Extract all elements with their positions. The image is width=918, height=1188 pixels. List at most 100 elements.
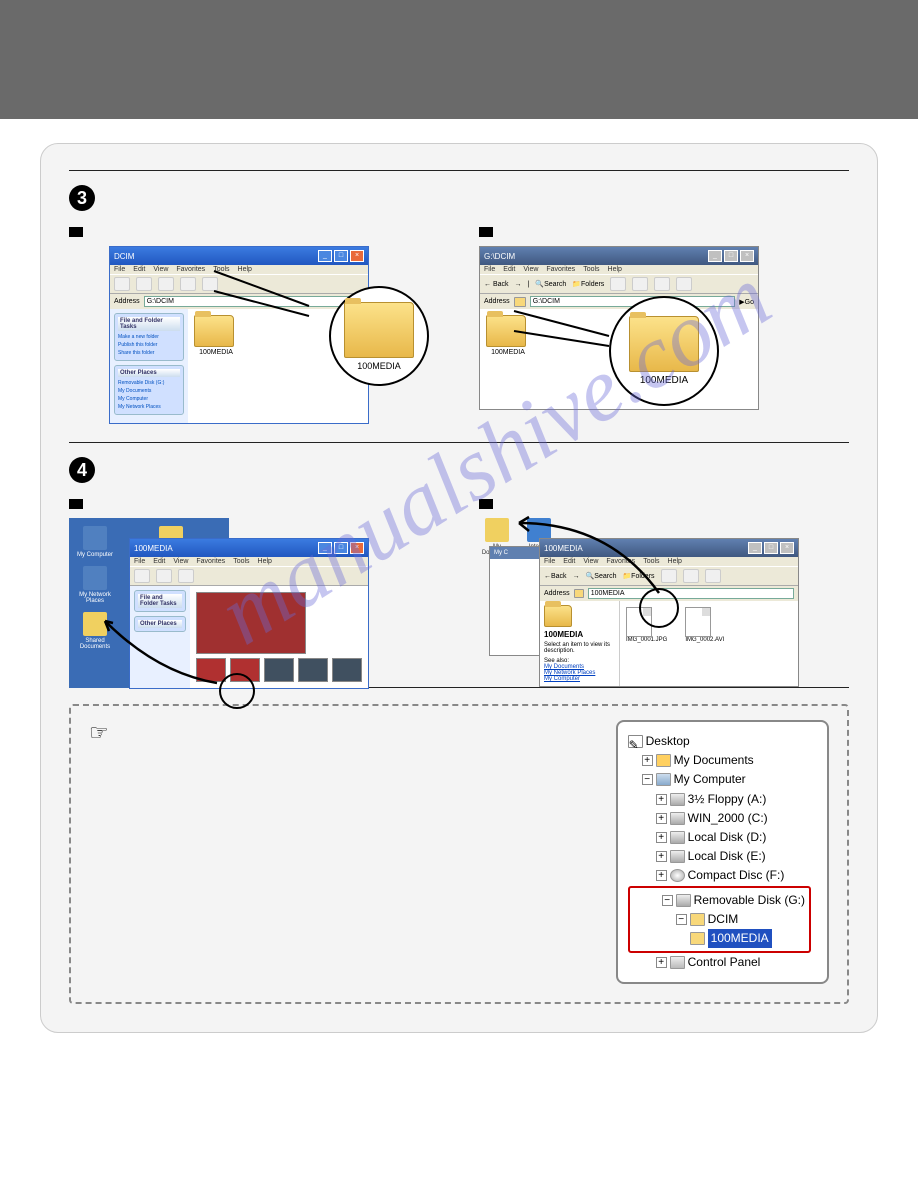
menu-view[interactable]: View xyxy=(153,266,168,273)
tree-mydocs[interactable]: +My Documents xyxy=(628,751,811,770)
tree-ddrive[interactable]: +Local Disk (D:) xyxy=(628,828,811,847)
expand-icon[interactable]: + xyxy=(656,957,667,968)
minimize-button[interactable]: _ xyxy=(318,542,332,554)
minimize-button[interactable]: _ xyxy=(318,250,332,262)
folders-button[interactable]: 📁Folders xyxy=(572,280,604,288)
bullet-marker xyxy=(69,499,83,509)
floppy-icon xyxy=(670,793,685,806)
step-4: 4 My Computer My Network Places Shared D… xyxy=(69,457,849,669)
thumbnail[interactable] xyxy=(332,658,362,682)
maximize-button[interactable]: □ xyxy=(334,542,348,554)
bullet-marker xyxy=(479,227,493,237)
drive-icon xyxy=(670,812,685,825)
tree-edrive[interactable]: +Local Disk (E:) xyxy=(628,847,811,866)
menu-help[interactable]: Help xyxy=(608,266,622,273)
fwd-button[interactable] xyxy=(136,277,152,291)
menu-view[interactable]: View xyxy=(523,266,538,273)
collapse-icon[interactable]: − xyxy=(662,895,673,906)
address-label: Address xyxy=(484,298,510,305)
tool-btn[interactable] xyxy=(610,277,626,291)
w2k-toolbar: ← Back →| 🔍Search 📁Folders xyxy=(480,274,758,294)
back-button[interactable] xyxy=(114,277,130,291)
menu-edit[interactable]: Edit xyxy=(503,266,515,273)
toolbar xyxy=(130,566,368,586)
fwd-button[interactable] xyxy=(156,569,172,583)
tree-cdrive[interactable]: +WIN_2000 (C:) xyxy=(628,809,811,828)
expand-icon[interactable]: + xyxy=(656,813,667,824)
callout-circle: 100MEDIA xyxy=(609,296,719,406)
back-button[interactable] xyxy=(134,569,150,583)
file-item[interactable]: IMG_0002.AVI xyxy=(685,607,724,680)
step4-left-col: My Computer My Network Places Shared Doc… xyxy=(69,499,439,669)
place-link[interactable]: My Documents xyxy=(118,387,180,395)
mydocuments-icon xyxy=(656,754,671,767)
menu-edit[interactable]: Edit xyxy=(133,266,145,273)
window-title: 100MEDIA xyxy=(134,544,173,553)
tree-controlpanel[interactable]: +Control Panel xyxy=(628,953,811,972)
place-link[interactable]: My Network Places xyxy=(118,403,180,411)
desktop-icon-mycomputer[interactable]: My Computer xyxy=(77,526,113,558)
tree-removable[interactable]: −Removable Disk (G:) xyxy=(634,891,805,910)
callout-folder-icon xyxy=(344,302,414,358)
tree-desktop[interactable]: ✎Desktop xyxy=(628,732,811,751)
step-3-number: 3 xyxy=(69,185,95,211)
titlebar: 100MEDIA _□× xyxy=(130,539,368,557)
step-3: 3 DCIM _ □ × xyxy=(69,185,849,424)
back-button[interactable]: ← Back xyxy=(484,281,509,288)
maximize-button[interactable]: □ xyxy=(724,250,738,262)
expand-icon[interactable]: + xyxy=(656,851,667,862)
up-button[interactable] xyxy=(178,569,194,583)
menu-favorites[interactable]: Favorites xyxy=(176,266,205,273)
tool-btn[interactable] xyxy=(632,277,648,291)
tree-dcim[interactable]: −DCIM xyxy=(634,910,805,929)
search-button[interactable]: 🔍Search xyxy=(535,280,566,288)
menu-file[interactable]: File xyxy=(114,266,125,273)
thumbnail[interactable] xyxy=(298,658,328,682)
close-button[interactable]: × xyxy=(740,250,754,262)
task-link[interactable]: Make a new folder xyxy=(118,333,180,341)
tree-mycomputer[interactable]: −My Computer xyxy=(628,770,811,789)
place-link[interactable]: My Computer xyxy=(118,395,180,403)
menu-favorites[interactable]: Favorites xyxy=(546,266,575,273)
tree-floppy[interactable]: +3½ Floppy (A:) xyxy=(628,790,811,809)
callout-label: 100MEDIA xyxy=(357,361,401,371)
go-button[interactable]: ▶Go xyxy=(739,298,754,306)
link-mycomp[interactable]: My Computer xyxy=(544,676,615,682)
collapse-icon[interactable]: − xyxy=(642,774,653,785)
w2k-menubar: File Edit View Favorites Tools Help xyxy=(480,265,758,274)
expand-icon[interactable]: + xyxy=(656,794,667,805)
thumbnail[interactable] xyxy=(264,658,294,682)
expand-icon[interactable]: + xyxy=(656,870,667,881)
task-link[interactable]: Publish this folder xyxy=(118,341,180,349)
description-text: Select an item to view its description. xyxy=(544,642,615,654)
step3-right-col: G:\DCIM _ □ × File Edit View Favorites xyxy=(479,227,849,424)
menu-file[interactable]: File xyxy=(484,266,495,273)
task-link[interactable]: Share this folder xyxy=(118,349,180,357)
expand-icon[interactable]: + xyxy=(656,832,667,843)
collapse-icon[interactable]: − xyxy=(676,914,687,925)
close-button[interactable]: × xyxy=(350,542,364,554)
place-link[interactable]: Removable Disk (G:) xyxy=(118,379,180,387)
close-button[interactable]: × xyxy=(350,250,364,262)
xp-title: DCIM xyxy=(114,252,134,261)
maximize-button[interactable]: □ xyxy=(334,250,348,262)
minimize-button[interactable]: _ xyxy=(708,250,722,262)
info-panel: 100MEDIA Select an item to view its desc… xyxy=(540,601,620,686)
selected-folder-label: 100MEDIA xyxy=(708,929,772,948)
tasks-panel-title: File and Folder Tasks xyxy=(118,317,180,331)
divider-top xyxy=(69,170,849,171)
up-button[interactable] xyxy=(158,277,174,291)
tool-btn[interactable] xyxy=(654,277,670,291)
search-button[interactable] xyxy=(180,277,196,291)
callout-folder-icon xyxy=(629,316,699,372)
desktop-icon-network[interactable]: My Network Places xyxy=(77,566,113,604)
expand-icon[interactable]: + xyxy=(642,755,653,766)
cd-icon xyxy=(670,869,685,882)
computer-icon xyxy=(656,773,671,786)
file-icon xyxy=(685,607,711,637)
tree-cddrive[interactable]: +Compact Disc (F:) xyxy=(628,866,811,885)
tree-100media[interactable]: 100MEDIA xyxy=(634,929,805,948)
menubar: File Edit View Favorites Tools Help xyxy=(130,557,368,566)
tool-btn[interactable] xyxy=(676,277,692,291)
menu-tools[interactable]: Tools xyxy=(583,266,599,273)
